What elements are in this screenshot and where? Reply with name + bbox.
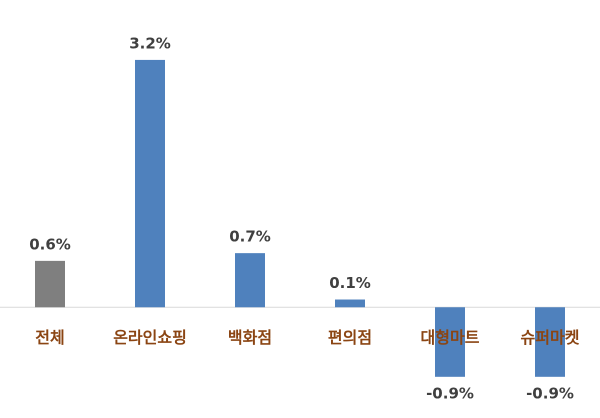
value-label: -0.9% — [526, 384, 574, 402]
value-label: 3.2% — [129, 34, 171, 52]
bar — [535, 307, 565, 377]
category-label: 온라인쇼핑 — [113, 328, 187, 347]
category-label: 전체 — [35, 328, 64, 347]
value-label: 0.1% — [329, 274, 371, 292]
value-label: -0.9% — [426, 384, 474, 402]
category-label: 대형마트 — [421, 328, 480, 347]
plot-area — [0, 59, 600, 377]
category-label: 백화점 — [228, 328, 272, 347]
labels: 0.6% 전체 3.2% 온라인쇼핑 0.7% 백화점 0.1% 편의점 -0.9% 대형마트 -0… — [29, 34, 580, 402]
bar — [435, 307, 465, 377]
bar — [335, 299, 365, 308]
bar — [135, 59, 165, 308]
category-label: 편의점 — [328, 328, 372, 347]
bar — [35, 260, 65, 308]
value-label: 0.7% — [229, 228, 271, 246]
bar — [235, 253, 265, 308]
value-label: 0.6% — [29, 235, 71, 253]
category-label: 슈퍼마켓 — [521, 328, 580, 347]
